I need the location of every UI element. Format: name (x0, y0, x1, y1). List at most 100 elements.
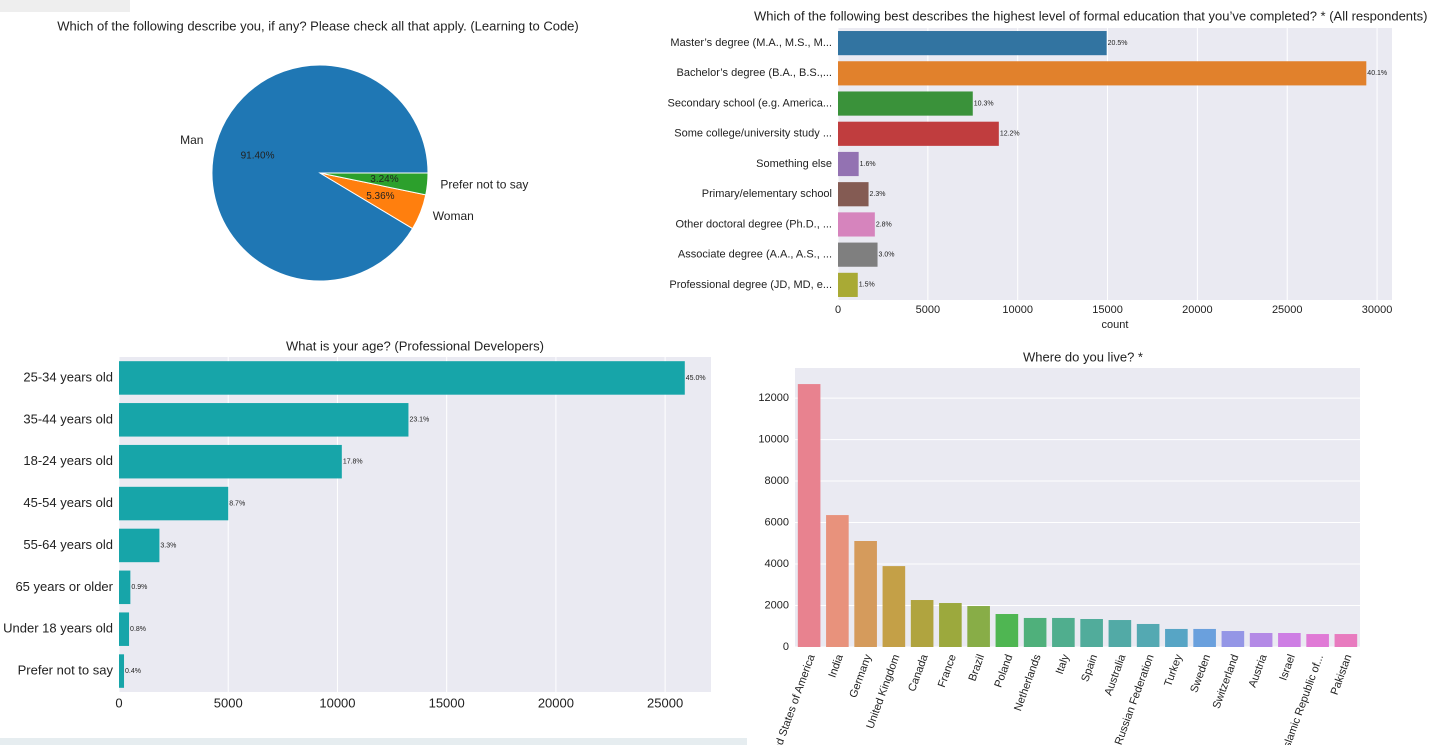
bar (838, 272, 858, 297)
bar (1334, 634, 1358, 647)
bar (1278, 632, 1301, 647)
x-tick-label: 20000 (538, 695, 574, 710)
x-tick-label: 0 (835, 304, 841, 316)
percent-label: 3.3% (160, 542, 176, 549)
percent-label: 0.8% (130, 626, 146, 633)
bar (1193, 628, 1216, 647)
percent-label: 0.4% (125, 668, 141, 675)
y-tick-label: 4000 (765, 558, 789, 570)
slice-value-label: 5.36% (366, 191, 394, 202)
percent-label: 0.9% (131, 584, 147, 591)
bar (939, 603, 962, 647)
bar (1165, 628, 1188, 647)
bar (838, 91, 973, 116)
x-tick-label: 10000 (319, 695, 355, 710)
x-tick-label: 20000 (1182, 304, 1213, 316)
x-tick-label: 15000 (429, 695, 465, 710)
y-tick-label: Associate degree (A.A., A.S., ... (678, 249, 832, 261)
bar (119, 528, 160, 563)
panel-strip (0, 738, 747, 745)
bar (838, 212, 875, 237)
y-tick-label: Prefer not to say (18, 663, 114, 678)
y-tick-label: 0 (783, 641, 789, 653)
bar (838, 242, 878, 267)
bar (1249, 632, 1273, 647)
y-tick-label: 2000 (765, 599, 789, 611)
percent-label: 20.5% (1108, 40, 1128, 47)
bar (838, 61, 1367, 86)
pie-slice (211, 64, 429, 282)
bar (1136, 623, 1160, 647)
chart-title: What is your age? (Professional Develope… (286, 338, 544, 353)
percent-label: 10.3% (974, 100, 994, 107)
percent-label: 23.1% (409, 417, 429, 424)
bar (826, 515, 849, 647)
bar (119, 403, 409, 437)
bar (838, 121, 999, 146)
x-tick-label: 0 (115, 695, 122, 710)
x-tick-label: 30000 (1362, 304, 1393, 316)
slice-label: Man (180, 133, 203, 147)
x-tick-label: 10000 (1002, 304, 1033, 316)
chart-title: Which of the following best describes th… (754, 8, 1427, 23)
slice-value-label: 91.40% (241, 150, 275, 161)
x-tick-label: 5000 (916, 304, 940, 316)
percent-label: 2.8% (876, 221, 892, 228)
y-tick-label: Master’s degree (M.A., M.S., M... (670, 37, 832, 49)
y-tick-label: 35-44 years old (23, 411, 113, 426)
y-tick-label: 18-24 years old (23, 453, 113, 468)
x-axis-label: count (1102, 319, 1129, 331)
bar (119, 570, 131, 605)
x-tick-label: 25000 (647, 695, 683, 710)
bar (1023, 617, 1047, 647)
y-tick-label: 45-54 years old (23, 495, 113, 510)
x-tick-label: 15000 (1092, 304, 1123, 316)
bar (1108, 620, 1132, 647)
y-tick-label: Primary/elementary school (702, 188, 832, 200)
bar (995, 614, 1019, 647)
bar (910, 600, 934, 647)
percent-label: 17.8% (343, 459, 363, 466)
y-tick-label: 55-64 years old (23, 537, 113, 552)
bar (119, 486, 229, 521)
y-tick-label: Some college/university study ... (674, 128, 832, 140)
percent-label: 2.3% (870, 191, 886, 198)
y-tick-label: Other doctoral degree (Ph.D., ... (675, 218, 832, 230)
bar (838, 151, 859, 177)
y-tick-label: 12000 (758, 392, 789, 404)
y-tick-label: 8000 (765, 475, 789, 487)
y-tick-label: 6000 (765, 516, 789, 528)
bar (797, 384, 821, 647)
bar (1080, 618, 1103, 647)
percent-label: 45.0% (686, 375, 706, 382)
bar (967, 606, 990, 647)
y-tick-label: Professional degree (JD, MD, e... (669, 279, 832, 291)
bar (119, 654, 125, 688)
percent-label: 1.5% (859, 282, 875, 289)
chart-title: Where do you live? * (1023, 349, 1143, 364)
percent-label: 40.1% (1367, 70, 1387, 77)
slice-label: Woman (433, 209, 474, 223)
panel-corner (0, 0, 130, 12)
chart-title: Which of the following describe you, if … (57, 18, 579, 33)
y-tick-label: Bachelor’s degree (B.A., B.S.,... (676, 67, 832, 79)
y-tick-label: 65 years or older (15, 579, 113, 594)
bar (1052, 617, 1075, 647)
y-tick-label: Secondary school (e.g. America... (668, 97, 832, 109)
percent-label: 1.6% (860, 161, 876, 168)
percent-label: 8.7% (229, 500, 245, 507)
pie-slice (319, 172, 429, 196)
bar (1221, 631, 1245, 647)
bar (838, 182, 869, 207)
slice-value-label: 3.24% (370, 174, 398, 185)
bar (854, 541, 877, 647)
bar (119, 361, 685, 395)
y-tick-label: Something else (756, 158, 832, 170)
bar (119, 444, 342, 479)
slice-label: Prefer not to say (440, 177, 528, 191)
y-tick-label: Under 18 years old (3, 621, 113, 636)
bar (1306, 634, 1329, 647)
y-tick-label: 10000 (758, 433, 789, 445)
